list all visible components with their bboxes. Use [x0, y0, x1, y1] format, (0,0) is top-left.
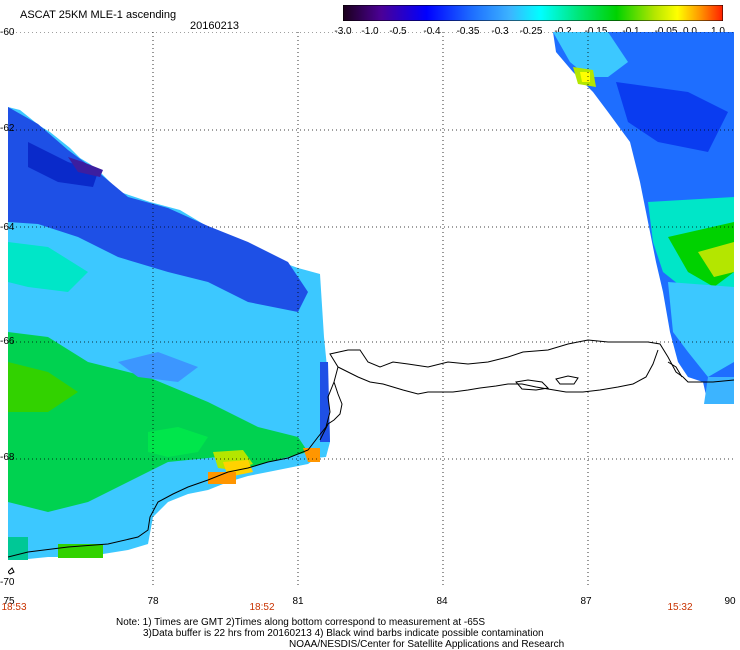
longitude-label: 78: [147, 596, 159, 607]
pass-time-label: 18:52: [249, 602, 275, 613]
product-date: 20160213: [190, 20, 239, 32]
longitude-label: 81: [292, 596, 304, 607]
latitude-label: -68: [0, 452, 15, 463]
latitude-label: -70: [0, 577, 15, 588]
colorbar-tick-label: -0.25: [519, 26, 543, 37]
colorbar-tick-label: -0.3: [491, 26, 509, 37]
data-swath-left: [8, 107, 330, 560]
longitude-label: 87: [580, 596, 592, 607]
colorbar-tick-label: 0.0: [683, 26, 697, 37]
note-line-1: Note: 1) Times are GMT 2)Times along bot…: [116, 617, 486, 628]
longitude-label: 84: [436, 596, 448, 607]
colorbar-tick-label: -0.4: [423, 26, 441, 37]
longitude-label: 90: [724, 596, 736, 607]
colorbar-tick-label: 1.0: [711, 26, 725, 37]
pass-time-label: 15:32: [667, 602, 693, 613]
lat-lon-grid: [8, 32, 734, 585]
pass-time-label: 18:53: [1, 602, 27, 613]
colorbar-tick-label: -3.0: [334, 26, 352, 37]
wind-map: [8, 32, 734, 585]
colorbar: [343, 5, 723, 21]
colorbar-tick-label: -0.5: [389, 26, 407, 37]
colorbar-tick-label: -0.2: [554, 26, 572, 37]
data-swath-right: [553, 32, 734, 404]
colorbar-tick-label: -1.0: [361, 26, 379, 37]
product-title: ASCAT 25KM MLE-1 ascending: [20, 9, 177, 21]
colorbar-tick-label: -0.35: [456, 26, 480, 37]
longitude-label: 75: [3, 596, 15, 607]
colorbar-tick-label: -0.05: [654, 26, 678, 37]
latitude-label: -60: [0, 27, 15, 38]
note-line-3: NOAA/NESDIS/Center for Satellite Applica…: [289, 639, 565, 650]
note-line-2: 3)Data buffer is 22 hrs from 20160213 4)…: [143, 628, 544, 639]
coastline: [8, 339, 734, 575]
latitude-label: -64: [0, 222, 15, 233]
colorbar-tick-label: -0.1: [622, 26, 640, 37]
latitude-label: -62: [0, 123, 15, 134]
latitude-label: -66: [0, 336, 15, 347]
colorbar-tick-label: -0.15: [584, 26, 608, 37]
